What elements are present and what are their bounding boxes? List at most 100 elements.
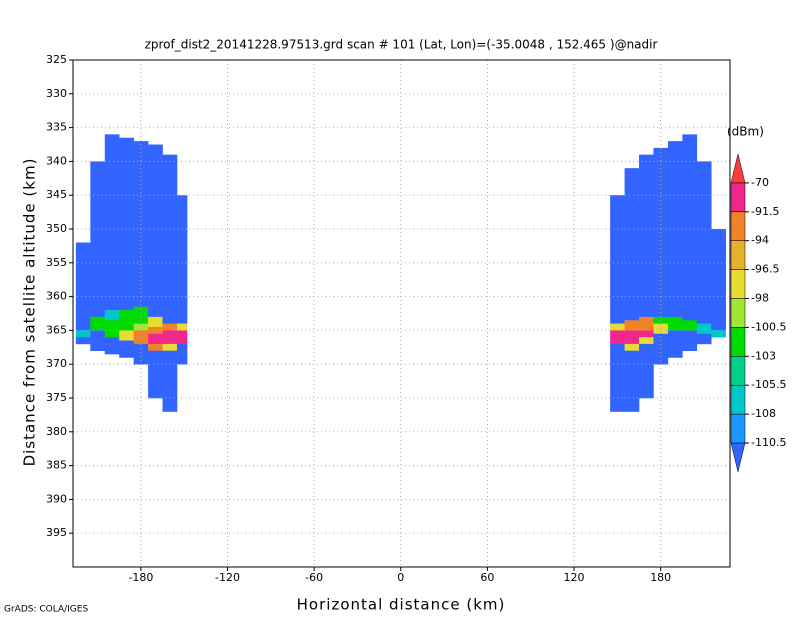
x-tick-label: 0 [397,571,404,584]
cell [610,330,625,345]
cell [176,323,188,331]
cell [639,343,654,399]
cell [610,343,625,412]
cell [682,134,698,321]
colorbar-segment [730,298,746,328]
colorbar-segment [730,356,746,386]
cell [176,343,188,365]
cell [711,330,726,338]
cell [624,330,640,345]
colorbar-segment [730,442,746,472]
cell [624,350,640,412]
cell [148,333,163,345]
colorbar-label: -105.5 [751,378,786,391]
cell [610,195,625,324]
colorbar-label: -91.5 [751,205,779,218]
cell [639,316,654,331]
cell [624,343,640,351]
cell [162,154,178,324]
x-tick-label: 180 [650,571,671,584]
y-tick-label: 335 [46,121,67,134]
colorbar-label: -108 [751,407,776,420]
cell [162,343,178,351]
cell [148,327,163,335]
cell [133,323,149,331]
x-tick-label: 60 [480,571,494,584]
y-tick-label: 390 [46,492,67,505]
y-tick-label: 385 [46,459,67,472]
cell [75,330,91,338]
colorbar-unit: (dBm) [727,125,764,139]
cell [696,323,712,335]
footer: GrADS: COLA/IGES [4,605,88,615]
cell [90,161,106,318]
cell [119,330,134,341]
cell [104,134,120,311]
y-axis-label: Distance from satellite altitude (km) [21,158,39,467]
y-tick-label: 345 [46,188,67,201]
cell [667,330,683,358]
cell [75,337,91,345]
colorbar-segment [730,269,746,299]
cell [148,343,163,351]
cell [162,350,178,412]
x-tick-label: -120 [215,571,240,584]
cell [610,323,625,331]
cell [119,137,134,311]
y-tick-label: 360 [46,290,67,303]
cell [162,330,178,345]
cell [119,310,134,331]
cell [119,340,134,358]
cell [696,333,712,345]
y-tick-label: 325 [46,53,67,66]
colorbar-label: -110.5 [751,436,786,449]
y-tick-label: 350 [46,222,67,235]
y-tick-label: 340 [46,154,67,167]
cell [639,154,654,318]
cell [639,337,654,345]
colorbar-segment [730,153,746,184]
cell [104,337,120,355]
colorbar-segment [730,211,746,241]
cell [133,330,149,345]
cell [624,320,640,331]
cell [667,316,683,331]
cell [639,330,654,338]
cell [682,330,698,351]
cell [176,195,188,324]
colorbar-label: -70 [751,176,769,189]
chart-title: zprof_dist2_20141228.97513.grd scan # 10… [145,38,658,52]
colorbar-label: -94 [751,234,769,247]
cell [133,306,149,324]
cell [682,320,698,331]
x-tick-label: -180 [128,571,153,584]
colorbar-segment [730,413,746,444]
cell [653,333,669,365]
cell [176,330,188,345]
colorbar-label: -100.5 [751,320,786,333]
y-tick-label: 395 [46,526,67,539]
colorbar-label: -96.5 [751,263,779,276]
y-tick-label: 330 [46,87,67,100]
cell [104,320,120,338]
colorbar-segment [730,240,746,270]
cell [104,310,120,321]
colorbar-segment [730,327,746,357]
x-tick-label: -60 [305,571,323,584]
colorbar-segment [730,384,746,415]
y-tick-label: 355 [46,256,67,269]
cell [148,144,163,318]
y-tick-label: 375 [46,391,67,404]
cell [148,350,163,399]
colorbar-label: -98 [751,292,769,305]
colorbar-label: -103 [751,349,776,362]
cell [90,330,106,351]
x-tick-label: 120 [564,571,585,584]
cell [624,168,640,321]
y-tick-label: 380 [46,425,67,438]
cell [711,229,726,331]
cell [162,323,178,331]
colorbar-segment [730,182,746,213]
cell [667,141,683,318]
